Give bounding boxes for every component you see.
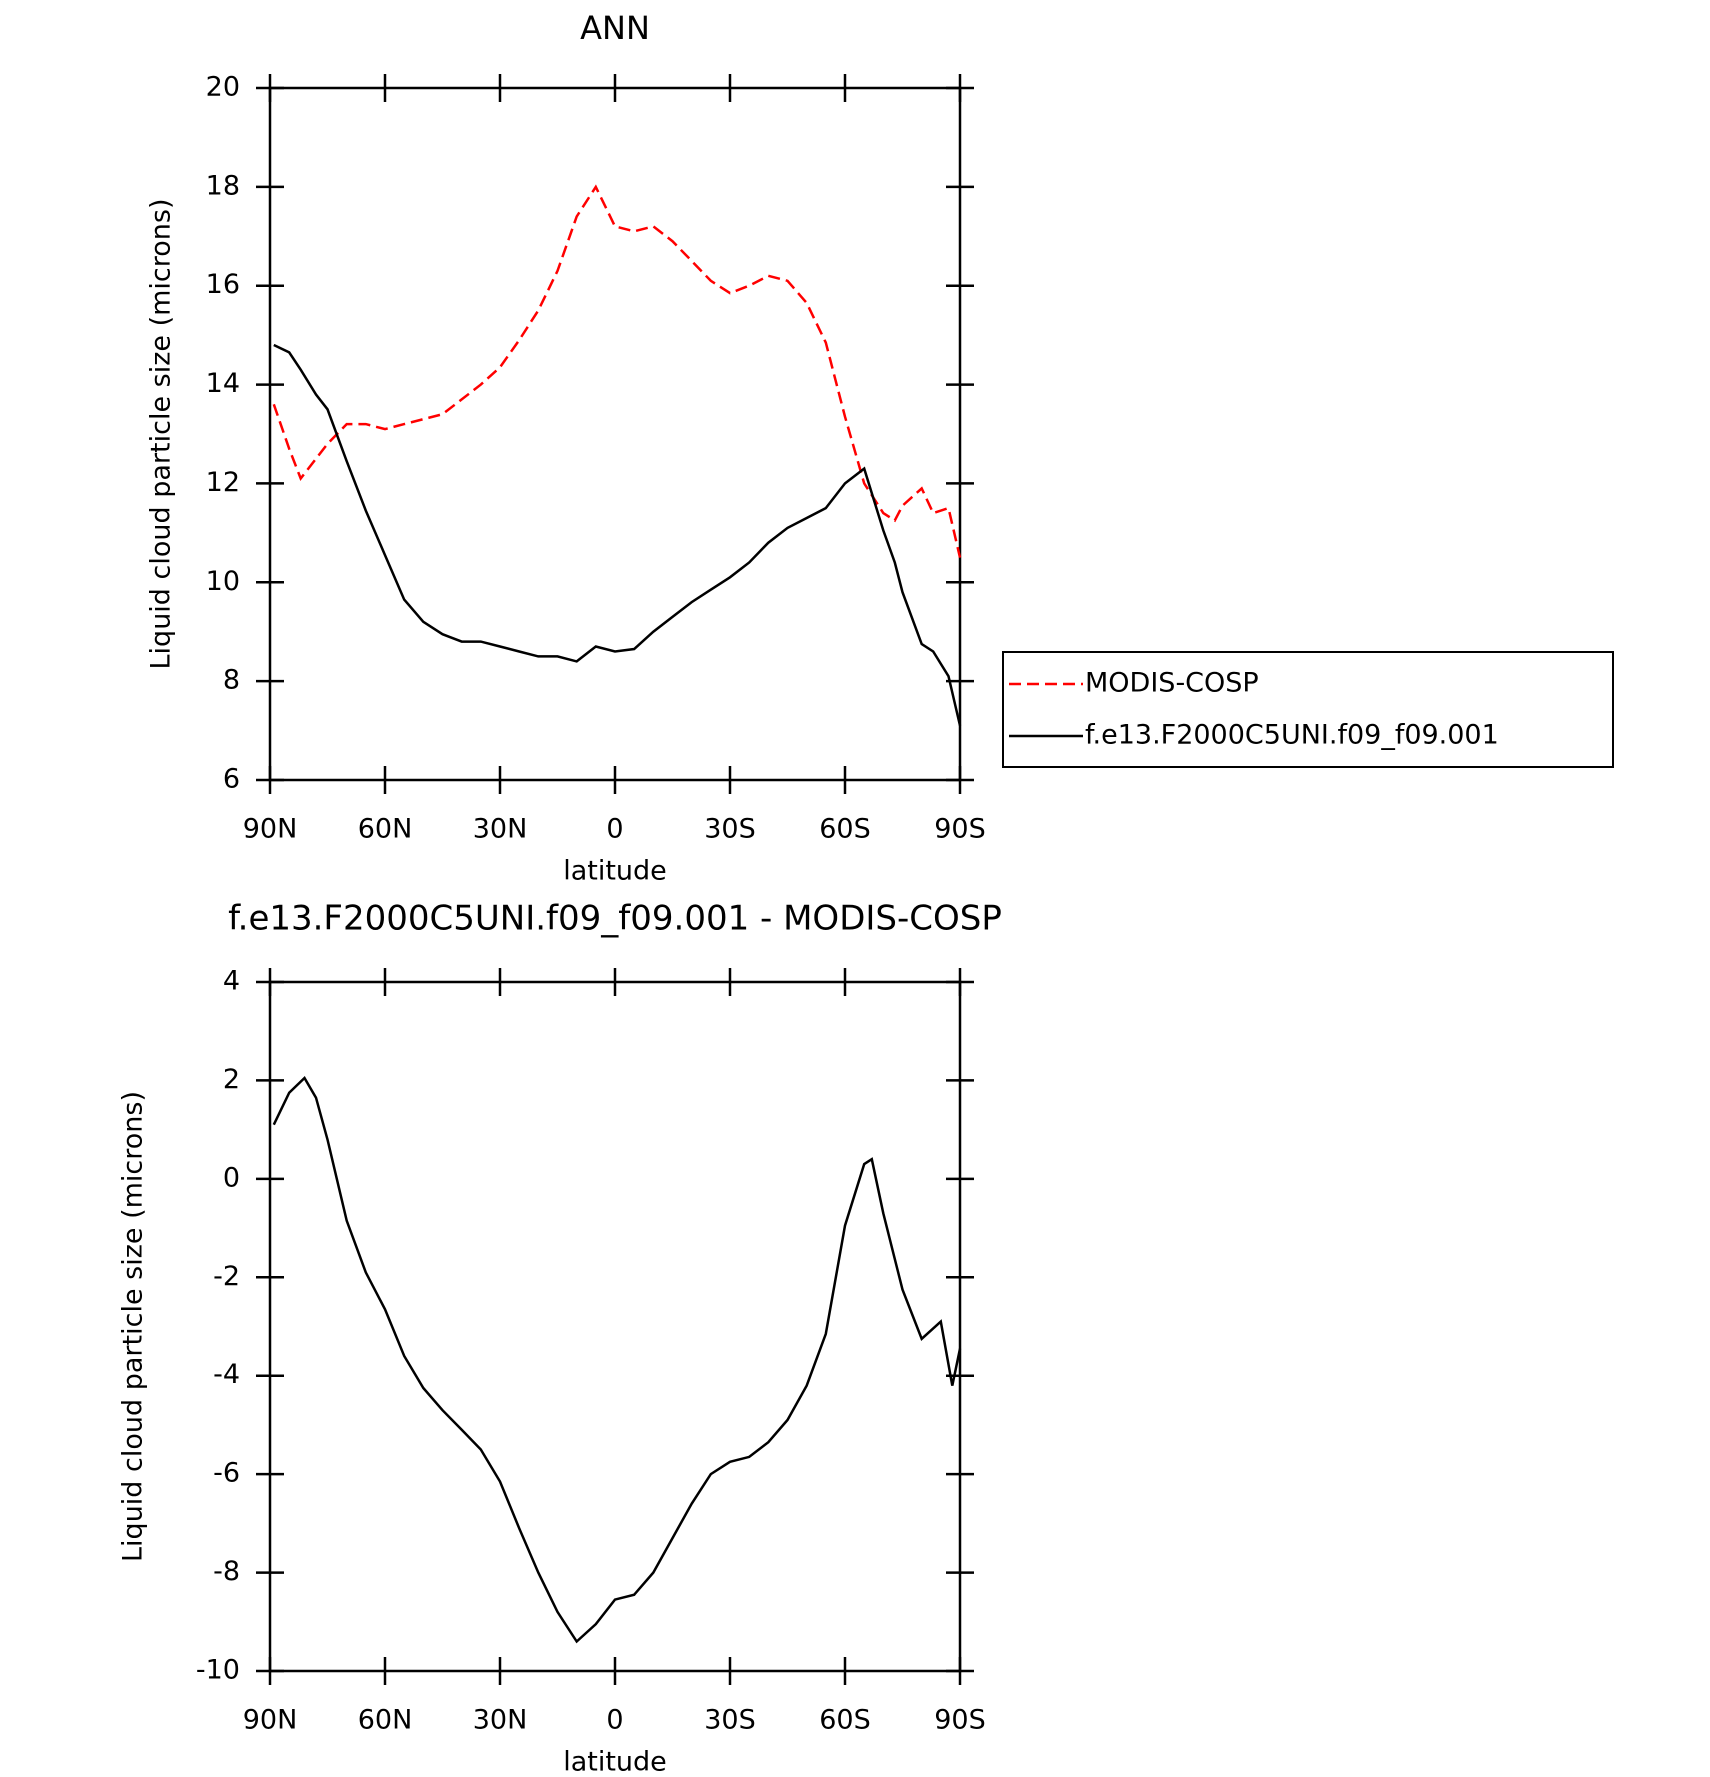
x-tick-label: 30S bbox=[704, 814, 756, 845]
y-tick-label: 4 bbox=[223, 966, 240, 997]
y-tick-label: 12 bbox=[206, 467, 240, 498]
data-line bbox=[273, 343, 962, 726]
y-axis-label: Liquid cloud particle size (microns) bbox=[146, 199, 177, 670]
x-tick-label: 60N bbox=[358, 1705, 413, 1736]
y-tick-label: -6 bbox=[213, 1458, 240, 1489]
legend-label: MODIS-COSP bbox=[1085, 668, 1259, 699]
x-tick-label: 90S bbox=[934, 814, 986, 845]
x-tick-label: 30N bbox=[473, 814, 528, 845]
y-tick-label: -10 bbox=[196, 1655, 240, 1686]
x-axis-label: latitude bbox=[563, 856, 667, 887]
chart-title: f.e13.F2000C5UNI.f09_f09.001 - MODIS-COS… bbox=[228, 899, 1002, 939]
y-tick-label: 18 bbox=[206, 170, 240, 201]
y-tick-label: 2 bbox=[223, 1064, 240, 1095]
data-line bbox=[272, 1075, 962, 1644]
x-tick-label: 60N bbox=[358, 814, 413, 845]
y-axis-label: Liquid cloud particle size (microns) bbox=[118, 1091, 149, 1562]
x-tick-label: 60S bbox=[819, 814, 871, 845]
legend-box bbox=[1002, 651, 1614, 768]
x-tick-label: 30S bbox=[704, 1705, 756, 1736]
x-tick-label: 90N bbox=[243, 814, 298, 845]
legend-label: f.e13.F2000C5UNI.f09_f09.001 bbox=[1085, 720, 1499, 751]
x-tick-label: 30N bbox=[473, 1705, 528, 1736]
y-tick-label: 20 bbox=[206, 72, 240, 103]
y-tick-label: 8 bbox=[223, 665, 240, 696]
x-tick-label: 0 bbox=[606, 1705, 623, 1736]
y-tick-label: -4 bbox=[213, 1359, 240, 1390]
chart-title: ANN bbox=[580, 9, 650, 47]
x-tick-label: 60S bbox=[819, 1705, 871, 1736]
x-tick-label: 90S bbox=[934, 1705, 986, 1736]
y-tick-label: 6 bbox=[223, 764, 240, 795]
y-tick-label: 10 bbox=[206, 566, 240, 597]
x-tick-label: 0 bbox=[606, 814, 623, 845]
plot-frame bbox=[268, 980, 962, 1673]
y-tick-label: 0 bbox=[223, 1162, 240, 1193]
data-line bbox=[272, 184, 962, 558]
y-tick-label: 14 bbox=[206, 368, 240, 399]
y-tick-label: -2 bbox=[213, 1261, 240, 1292]
y-tick-label: 16 bbox=[206, 269, 240, 300]
x-axis-label: latitude bbox=[563, 1747, 667, 1777]
y-tick-label: -8 bbox=[213, 1556, 240, 1587]
plot-frame bbox=[268, 86, 962, 782]
x-tick-label: 90N bbox=[243, 1705, 298, 1736]
